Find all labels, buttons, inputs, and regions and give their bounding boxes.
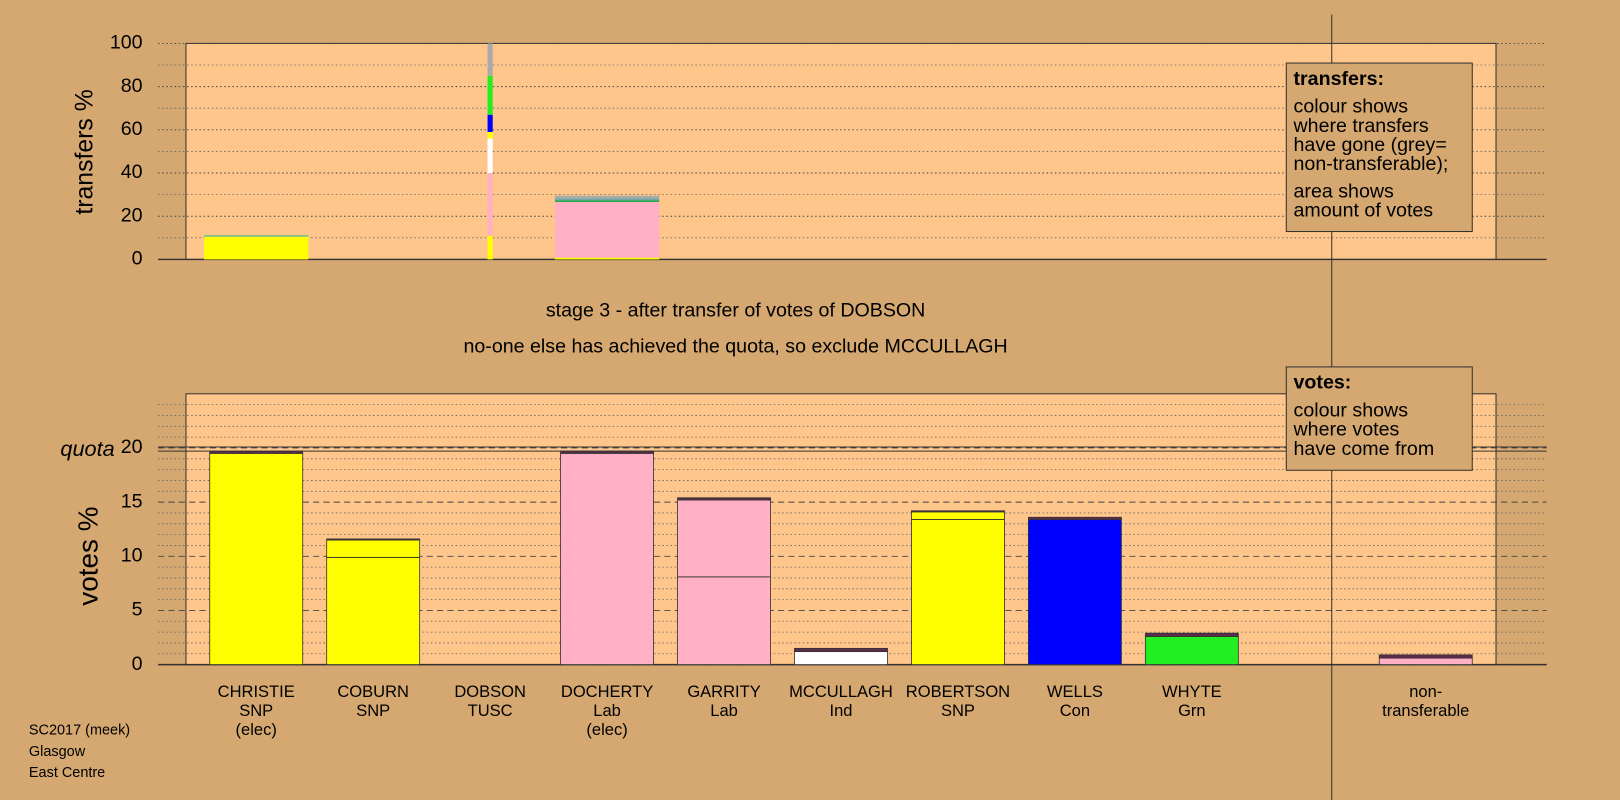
footer-text: SC2017 (meek) xyxy=(29,723,130,739)
x-tick-label: Lab xyxy=(593,701,621,720)
bar-segment xyxy=(554,257,660,260)
bar-segment xyxy=(554,200,660,202)
bar-segment xyxy=(487,131,493,139)
bar-segment xyxy=(554,195,660,199)
y-tick-label: 80 xyxy=(121,75,143,97)
y-tick-label: 20 xyxy=(121,436,143,458)
bar-segment xyxy=(487,114,493,132)
y-tick-label: 0 xyxy=(132,248,143,270)
x-tick-label: (elec) xyxy=(586,720,627,739)
y-tick-label: 100 xyxy=(110,32,143,54)
bar-segment xyxy=(326,538,421,541)
bar-segment xyxy=(677,499,771,578)
legend-text: non-transferable); xyxy=(1294,153,1449,175)
x-tick-label: (elec) xyxy=(236,720,277,739)
x-tick-label: GARRITY xyxy=(687,682,760,701)
bar-segment xyxy=(487,75,493,115)
bar-segment xyxy=(554,198,660,201)
y-tick-label: 5 xyxy=(132,599,143,621)
x-tick-label: COBURN xyxy=(337,682,409,701)
bar-segment xyxy=(204,235,309,237)
quota-label: quota xyxy=(60,436,114,461)
y-axis-label: transfers % xyxy=(71,89,98,214)
bar-segment xyxy=(1027,516,1122,520)
legend-text: have come from xyxy=(1294,438,1435,460)
footer-text: Glasgow xyxy=(29,744,86,760)
bar-segment xyxy=(794,647,888,653)
y-tick-label: 15 xyxy=(121,490,143,512)
x-tick-label: SNP xyxy=(941,701,975,720)
x-tick-label: transferable xyxy=(1382,701,1469,720)
bar-segment xyxy=(911,519,1005,666)
x-tick-label: Con xyxy=(1060,701,1090,720)
x-tick-label: Grn xyxy=(1178,701,1206,720)
footer-text: East Centre xyxy=(29,765,105,781)
bar-segment xyxy=(487,235,493,260)
legend-text: area shows xyxy=(1294,180,1395,202)
x-tick-label: WHYTE xyxy=(1162,682,1222,701)
y-tick-label: 0 xyxy=(132,653,143,675)
bar-segment xyxy=(911,510,1005,513)
x-tick-label: Lab xyxy=(710,701,738,720)
legend-box xyxy=(1285,62,1473,233)
legend-heading: transfers: xyxy=(1294,68,1385,90)
bar-segment xyxy=(677,576,771,666)
x-tick-label: MCCULLAGH xyxy=(789,682,893,701)
y-tick-label: 60 xyxy=(121,118,143,140)
x-tick-label: SNP xyxy=(356,701,390,720)
legend-text: where transfers xyxy=(1293,115,1429,137)
chart-subtitle: no-one else has achieved the quota, so e… xyxy=(463,335,1007,357)
bar-segment xyxy=(326,539,421,558)
x-tick-label: non- xyxy=(1409,682,1442,701)
bar-segment xyxy=(677,497,771,501)
x-tick-label: WELLS xyxy=(1047,682,1103,701)
legend-text: colour shows xyxy=(1294,96,1409,118)
bar-segment xyxy=(487,138,493,174)
y-tick-label: 20 xyxy=(121,204,143,226)
bar-segment xyxy=(1144,632,1239,637)
y-tick-label: 40 xyxy=(121,161,143,183)
bar-segment xyxy=(209,452,304,666)
x-tick-label: SNP xyxy=(239,701,273,720)
bar-segment xyxy=(487,43,493,76)
bar-segment xyxy=(1027,519,1122,666)
legend-text: amount of votes xyxy=(1294,200,1434,222)
bar-segment xyxy=(1378,654,1473,659)
bar-segment xyxy=(560,452,654,666)
legend-text: colour shows xyxy=(1294,400,1409,422)
legend-text: where votes xyxy=(1293,419,1400,441)
legend-text: have gone (grey= xyxy=(1294,134,1447,156)
bar-segment xyxy=(1144,636,1239,666)
bar-segment xyxy=(794,651,888,666)
x-tick-label: Ind xyxy=(830,701,853,720)
chart-title: stage 3 - after transfer of votes of DOB… xyxy=(546,299,925,321)
x-tick-label: DOBSON xyxy=(454,682,526,701)
legend-box xyxy=(1285,366,1473,471)
x-tick-label: TUSC xyxy=(468,701,513,720)
bar-segment xyxy=(326,556,421,666)
y-axis-label: votes % xyxy=(72,506,103,605)
x-tick-label: CHRISTIE xyxy=(218,682,295,701)
bar-segment xyxy=(204,236,309,260)
bar-segment xyxy=(554,201,660,258)
bar-segment xyxy=(487,173,493,236)
y-tick-label: 10 xyxy=(121,544,143,566)
legend-heading: votes: xyxy=(1294,372,1352,394)
x-tick-label: DOCHERTY xyxy=(561,682,653,701)
x-tick-label: ROBERTSON xyxy=(906,682,1010,701)
bar-segment xyxy=(1378,657,1473,666)
bar-segment xyxy=(911,511,1005,520)
